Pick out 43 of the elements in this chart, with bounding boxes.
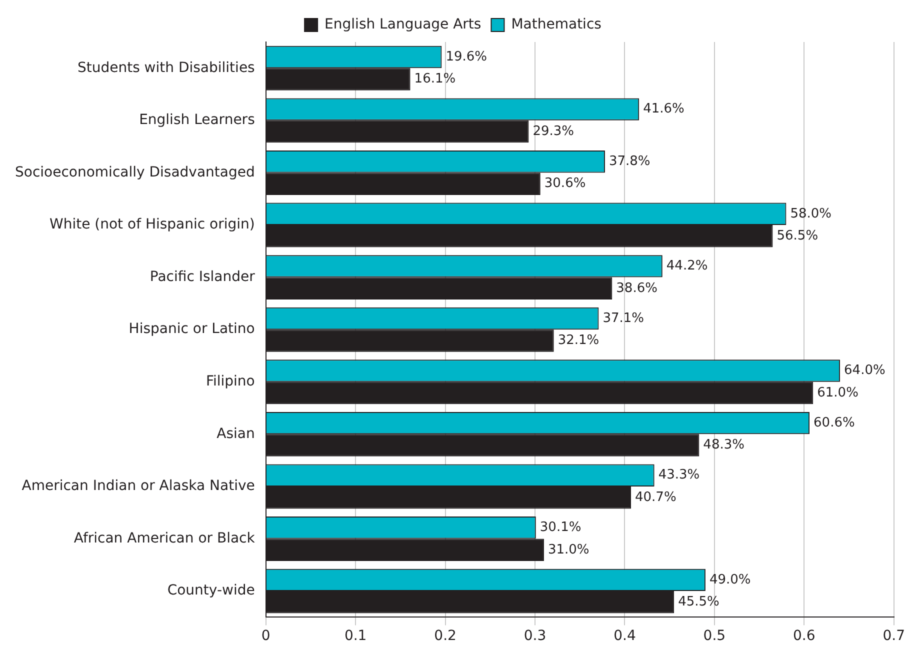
- x-tick-label: 0.4: [614, 628, 636, 644]
- y-tick-label: American Indian or Alaska Native: [22, 478, 255, 494]
- data-label: 37.1%: [602, 310, 644, 326]
- x-tick-label: 0.6: [793, 628, 816, 644]
- data-label: 43.3%: [658, 468, 700, 483]
- legend-label: English Language Arts: [324, 16, 482, 33]
- data-label: 31.0%: [548, 542, 590, 558]
- data-label: 29.3%: [532, 124, 574, 139]
- y-tick-label: Socioeconomically Disadvantaged: [15, 164, 255, 180]
- data-label: 48.3%: [703, 438, 744, 453]
- y-tick-label: County-wide: [167, 582, 255, 599]
- x-tick-label: 0.7: [882, 628, 905, 644]
- data-label: 40.7%: [635, 490, 676, 505]
- data-label: 56.5%: [776, 228, 818, 244]
- y-tick-label: White (not of Hispanic origin): [50, 216, 255, 233]
- y-tick-label: Students with Disabilities: [77, 60, 255, 76]
- data-label: 16.1%: [414, 72, 456, 87]
- y-tick-label: Hispanic or Latino: [128, 321, 255, 338]
- data-label: 19.6%: [446, 49, 488, 64]
- data-label: 60.6%: [814, 415, 855, 430]
- data-label: 64.0%: [844, 363, 886, 378]
- x-tick-label: 0.2: [434, 628, 456, 644]
- y-tick-label: African American or Black: [74, 530, 256, 546]
- data-label: 45.5%: [678, 594, 720, 610]
- y-tick-label: Asian: [216, 426, 255, 442]
- x-tick-label: 0: [261, 628, 270, 644]
- data-label: 30.6%: [544, 176, 586, 192]
- data-label: 58.0%: [790, 206, 832, 222]
- data-label: 44.2%: [666, 258, 708, 274]
- legend-label: Mathematics: [511, 16, 602, 33]
- data-label: 38.6%: [616, 280, 658, 296]
- y-tick-label: Filipino: [206, 374, 255, 390]
- y-tick-label: Pacific Islander: [150, 268, 256, 285]
- data-label: 37.8%: [608, 154, 650, 169]
- x-tick-label: 0.1: [344, 628, 367, 644]
- data-label: 41.6%: [643, 102, 684, 117]
- x-tick-label: 0.3: [524, 628, 546, 644]
- x-tick-label: 0.5: [703, 628, 726, 644]
- data-label: 49.0%: [709, 572, 751, 588]
- y-tick-label: English Learners: [139, 112, 255, 128]
- data-label: 61.0%: [817, 385, 858, 400]
- data-label: 30.1%: [540, 520, 582, 536]
- data-label: 32.1%: [558, 333, 600, 348]
